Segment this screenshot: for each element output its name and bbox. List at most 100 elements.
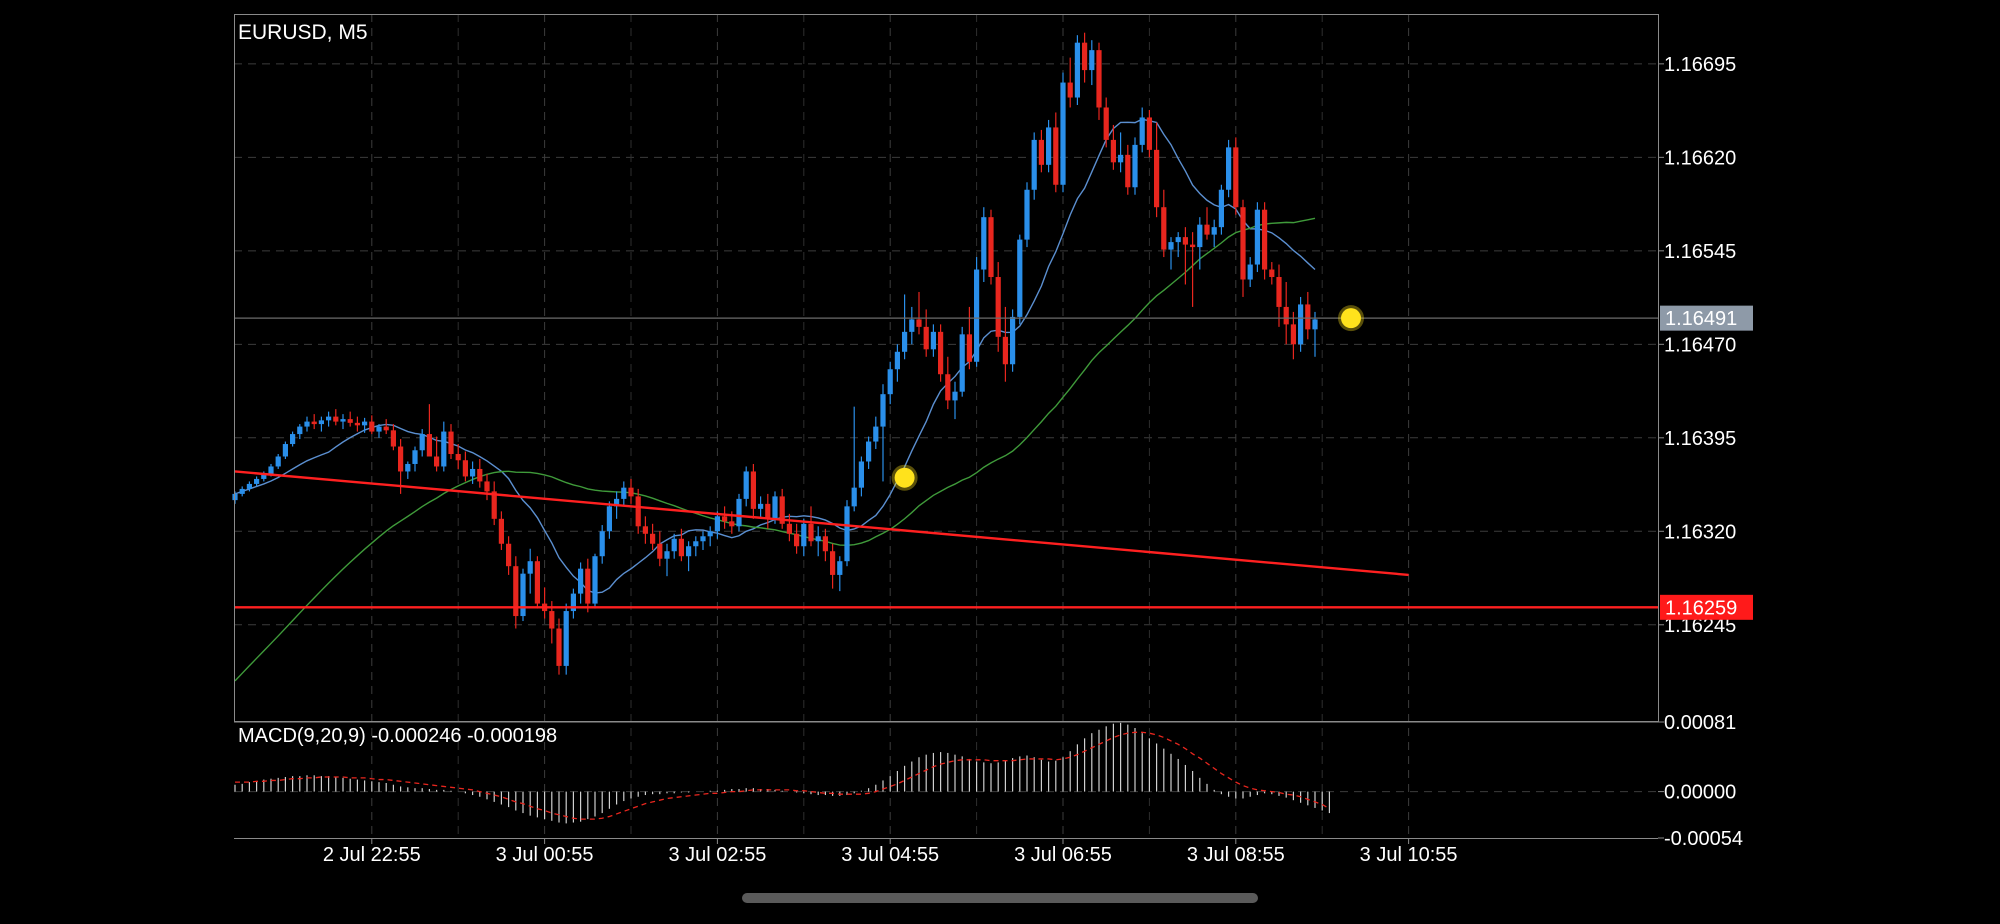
candle[interactable] xyxy=(376,424,382,438)
candle[interactable] xyxy=(1175,232,1181,258)
candle[interactable] xyxy=(837,556,843,592)
candle[interactable] xyxy=(606,501,612,539)
candle[interactable] xyxy=(318,416,324,432)
candle[interactable] xyxy=(434,436,440,472)
candle[interactable] xyxy=(894,344,900,382)
candle[interactable] xyxy=(1276,264,1282,327)
candle[interactable] xyxy=(880,384,886,482)
candle[interactable] xyxy=(290,431,296,447)
candle[interactable] xyxy=(1010,309,1016,372)
candle[interactable] xyxy=(988,209,994,285)
candle[interactable] xyxy=(786,513,792,542)
candle[interactable] xyxy=(1146,109,1152,158)
candle[interactable] xyxy=(383,419,389,435)
candle[interactable] xyxy=(887,361,893,405)
candle[interactable] xyxy=(563,603,569,675)
candle[interactable] xyxy=(1002,306,1008,382)
candle[interactable] xyxy=(722,506,728,529)
candle[interactable] xyxy=(808,506,814,547)
candle[interactable] xyxy=(1168,237,1174,270)
candle[interactable] xyxy=(1118,132,1124,173)
candle[interactable] xyxy=(916,291,922,335)
candle[interactable] xyxy=(750,463,756,519)
signal-dot[interactable] xyxy=(894,467,915,488)
candle[interactable] xyxy=(326,411,332,427)
candle[interactable] xyxy=(1154,122,1160,218)
candle[interactable] xyxy=(851,406,857,512)
candle[interactable] xyxy=(498,511,504,550)
candle[interactable] xyxy=(592,553,598,609)
candle[interactable] xyxy=(1233,137,1239,215)
chart-overlays[interactable] xyxy=(234,305,1658,609)
candle[interactable] xyxy=(1074,35,1080,105)
candle[interactable] xyxy=(477,458,483,488)
candle[interactable] xyxy=(354,416,360,432)
candle[interactable] xyxy=(239,486,245,497)
candle[interactable] xyxy=(1110,124,1116,170)
candle[interactable] xyxy=(966,306,972,370)
candle[interactable] xyxy=(1305,291,1311,340)
candle[interactable] xyxy=(484,473,490,501)
candle[interactable] xyxy=(1312,311,1318,357)
candle[interactable] xyxy=(736,493,742,532)
candle[interactable] xyxy=(441,421,447,472)
candle[interactable] xyxy=(693,536,699,557)
candle[interactable] xyxy=(671,533,677,559)
candle[interactable] xyxy=(765,493,771,529)
candle[interactable] xyxy=(426,404,432,457)
candle[interactable] xyxy=(678,528,684,562)
candle[interactable] xyxy=(758,496,764,519)
candles[interactable] xyxy=(232,32,1318,675)
candle[interactable] xyxy=(1240,199,1246,297)
candle[interactable] xyxy=(1262,202,1268,280)
candle[interactable] xyxy=(1060,72,1066,193)
candle[interactable] xyxy=(902,294,908,360)
home-indicator[interactable] xyxy=(742,893,1258,903)
candle[interactable] xyxy=(1226,139,1232,198)
candle[interactable] xyxy=(304,416,310,432)
candle[interactable] xyxy=(981,207,987,282)
candle[interactable] xyxy=(635,488,641,534)
candle[interactable] xyxy=(362,417,368,433)
candle[interactable] xyxy=(340,414,346,430)
candle[interactable] xyxy=(1283,281,1289,345)
candle[interactable] xyxy=(556,618,562,675)
candle[interactable] xyxy=(1204,207,1210,240)
candle[interactable] xyxy=(873,416,879,450)
candle[interactable] xyxy=(311,414,317,430)
candle[interactable] xyxy=(628,478,634,504)
candle[interactable] xyxy=(642,516,648,544)
candle[interactable] xyxy=(282,441,288,459)
candle[interactable] xyxy=(1089,40,1095,86)
signal-dot[interactable] xyxy=(1341,308,1361,329)
candle[interactable] xyxy=(1254,202,1260,273)
candle[interactable] xyxy=(1017,234,1023,325)
candle[interactable] xyxy=(347,411,353,427)
candle[interactable] xyxy=(707,526,713,547)
candle[interactable] xyxy=(297,424,303,440)
candle[interactable] xyxy=(650,523,656,550)
candle[interactable] xyxy=(1218,184,1224,235)
candle[interactable] xyxy=(1269,262,1275,285)
candle[interactable] xyxy=(1046,119,1052,173)
candle[interactable] xyxy=(1190,232,1196,307)
candle[interactable] xyxy=(419,429,425,457)
candle[interactable] xyxy=(462,451,468,482)
candle[interactable] xyxy=(520,568,526,622)
candle[interactable] xyxy=(945,356,951,410)
candle[interactable] xyxy=(455,444,461,469)
candle[interactable] xyxy=(405,461,411,479)
candle[interactable] xyxy=(621,481,627,507)
candle[interactable] xyxy=(858,456,864,497)
candle[interactable] xyxy=(657,531,663,567)
candle[interactable] xyxy=(1298,296,1304,352)
candle[interactable] xyxy=(1197,217,1203,270)
candle[interactable] xyxy=(930,324,936,357)
candle[interactable] xyxy=(743,466,749,507)
candle[interactable] xyxy=(1031,132,1037,200)
candle[interactable] xyxy=(844,500,850,567)
candle[interactable] xyxy=(1139,107,1145,153)
candle[interactable] xyxy=(570,588,576,619)
candle[interactable] xyxy=(448,424,454,459)
